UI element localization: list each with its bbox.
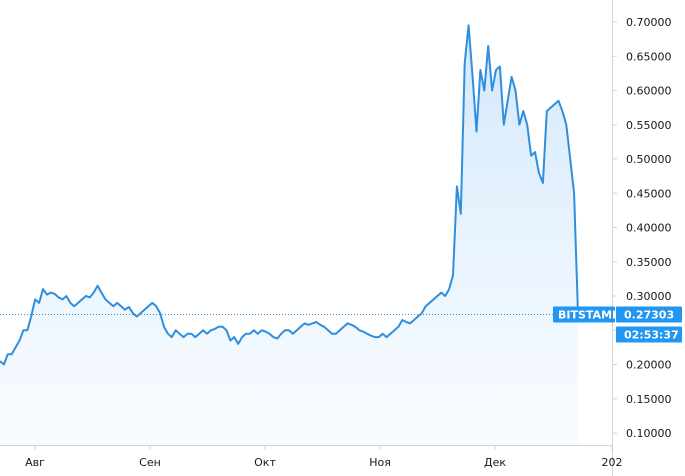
y-tick-label: 0.60000 <box>626 85 672 98</box>
last-price-label: 0.27303 <box>624 308 674 321</box>
y-tick-label: 0.30000 <box>626 290 672 303</box>
exchange-label: BITSTAMP <box>558 308 620 321</box>
x-axis[interactable]: Авг Сен Окт Ноя Дек 202 <box>25 445 623 469</box>
y-tick-label: 0.45000 <box>626 187 672 200</box>
x-tick-label: Ноя <box>369 456 391 469</box>
countdown-badge: 02:53:37 <box>616 326 682 343</box>
y-tick-label: 0.55000 <box>626 119 672 132</box>
price-line <box>0 24 579 366</box>
exchange-badge: BITSTAMP <box>553 306 620 323</box>
x-tick-label: Авг <box>25 456 45 469</box>
y-axis[interactable]: 0.100000.150000.200000.250000.300000.350… <box>612 16 672 440</box>
y-tick-label: 0.20000 <box>626 359 672 372</box>
y-tick-label: 0.50000 <box>626 153 672 166</box>
y-tick-label: 0.10000 <box>626 427 672 440</box>
y-tick-label: 0.15000 <box>626 393 672 406</box>
x-tick-label: Сен <box>139 456 161 469</box>
exchange-badge-bg <box>553 306 615 323</box>
plot-area <box>0 24 612 446</box>
countdown-badge-bg <box>616 326 682 343</box>
y-tick-label: 0.70000 <box>626 16 672 29</box>
price-area-fill <box>0 25 578 446</box>
y-tick-label: 0.35000 <box>626 256 672 269</box>
x-tick-label: Окт <box>254 456 276 469</box>
countdown-label: 02:53:37 <box>624 328 679 341</box>
last-price-badge: 0.27303 <box>616 306 682 323</box>
last-price-badge-bg <box>616 306 682 323</box>
x-tick-label: Дек <box>484 456 506 469</box>
x-tick-label: 202 <box>602 456 623 469</box>
y-tick-label: 0.65000 <box>626 50 672 63</box>
y-tick-label: 0.40000 <box>626 222 672 235</box>
